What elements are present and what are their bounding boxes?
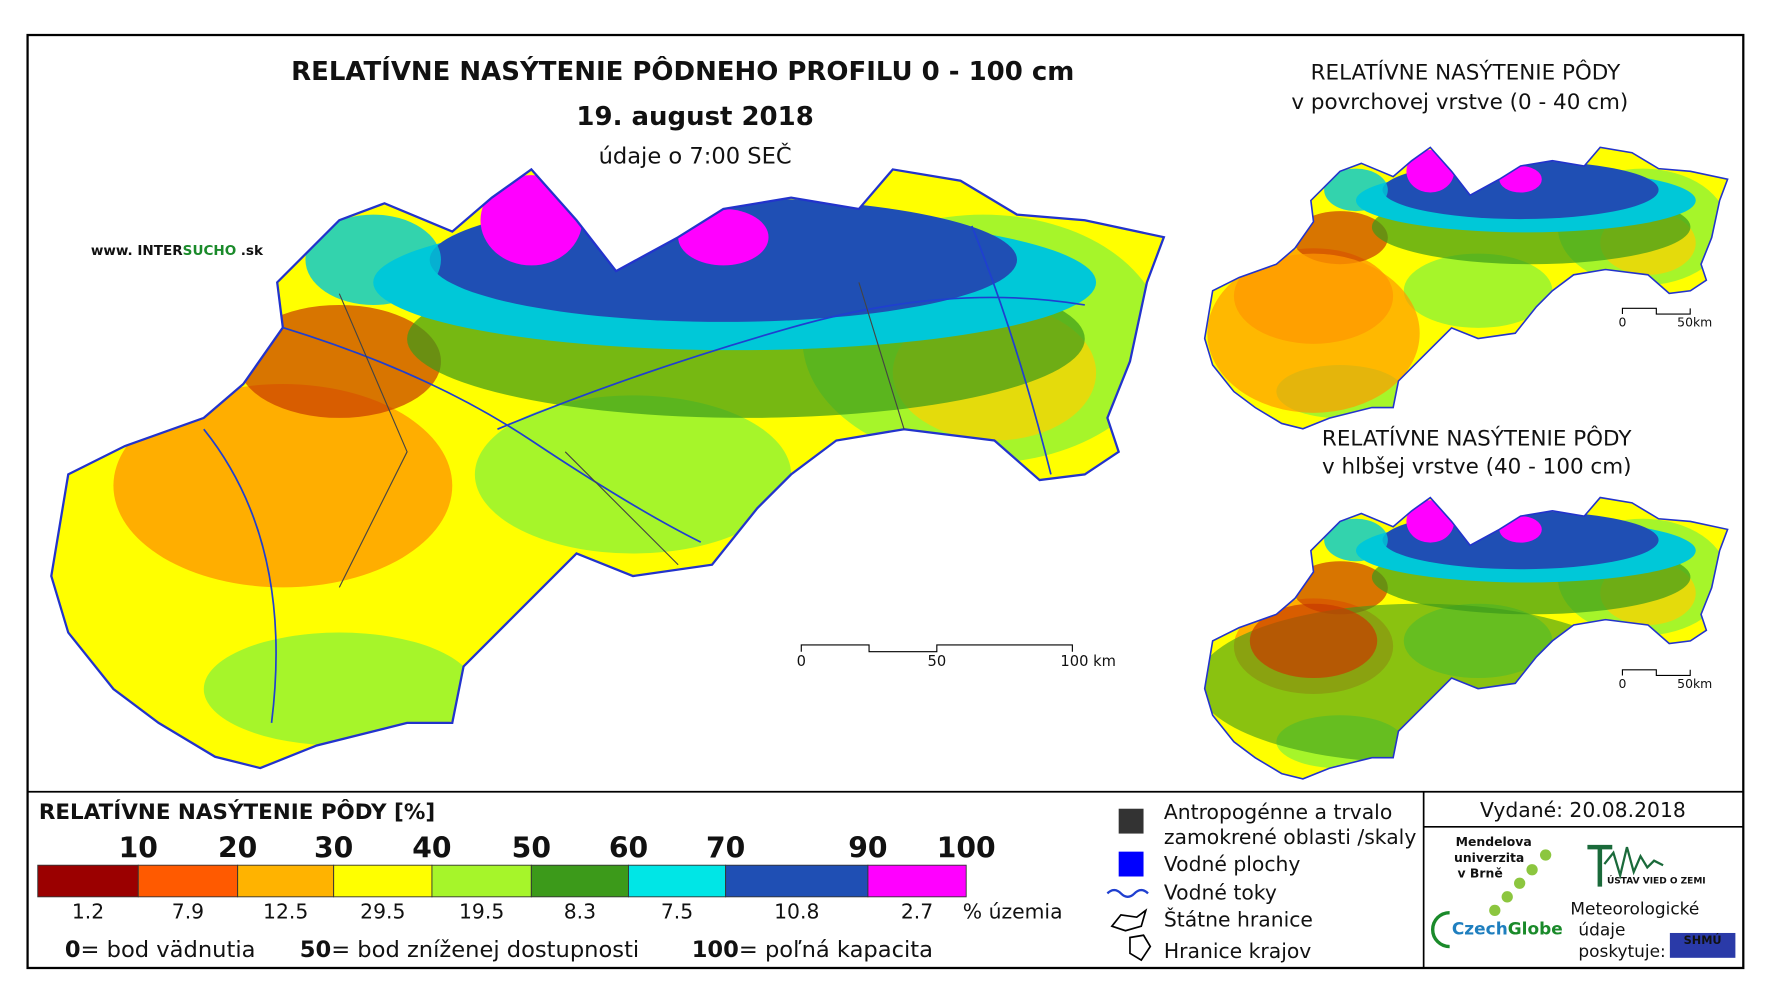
logo-text: Czech [1452,919,1508,939]
time-note: údaje o 7:00 SEČ [599,142,792,170]
logo-arc [1430,910,1450,949]
legend-swatch [37,864,139,898]
note-label: = bod zníženej dostupnosti [331,936,639,962]
inset-scale-bar [1621,307,1691,315]
website-suffix: .sk [241,243,264,259]
legend-swatch [137,864,239,898]
logo-uvz [1587,844,1613,887]
logo-text: v Brně [1458,866,1503,881]
symbol-label: Vodné plochy [1164,852,1301,876]
scale-label: 100 km [1060,653,1115,670]
inset-map [1203,146,1729,430]
website-prefix: www. INTER [91,243,183,259]
legend-title: RELATÍVNE NASÝTENIE PÔDY [%] [39,799,435,825]
scale-label: 50km [1677,315,1712,330]
threshold-label: 20 [218,831,257,864]
class-share: 1.2 [72,900,104,924]
threshold-label: 40 [412,831,451,864]
inset-title: RELATÍVNE NASÝTENIE PÔDY [1311,59,1621,85]
legend-swatch [628,864,727,898]
legend-swatch [237,864,335,898]
logo-dots [1489,849,1552,917]
date: 19. august 2018 [576,102,813,132]
logo-text: ÚSTAV VIED O ZEMI [1607,875,1706,887]
symbol-label: Vodné toky [1164,880,1277,904]
logo-seismo [1603,846,1664,880]
class-share: 19.5 [459,900,504,924]
note-label: = bod vädnutia [81,936,256,962]
class-share: 2.7 [901,900,933,924]
legend-swatch [867,864,967,898]
main-map [50,168,1165,770]
class-share: 12.5 [263,900,308,924]
note: 100= poľná kapacita [692,936,933,962]
share-unit: % územia [963,900,1063,924]
title: RELATÍVNE NASÝTENIE PÔDNEHO PROFILU 0 - … [291,55,1074,87]
logo-text: údaje [1578,920,1625,940]
symbol-state-border [1110,908,1148,932]
threshold-label: 70 [706,831,745,864]
legend-swatch [431,864,532,898]
legend-swatch [725,864,869,898]
inset-title: RELATÍVNE NASÝTENIE PÔDY [1322,425,1632,451]
symbol-region-border [1129,934,1152,962]
inset-title: v hlbšej vrstve (40 - 100 cm) [1322,455,1632,480]
symbol-river [1106,888,1149,898]
note: 50= bod zníženej dostupnosti [300,936,639,962]
note-value: 50 [300,936,331,962]
class-share: 7.9 [172,900,204,924]
logo-text: Meteorologické [1570,898,1699,918]
legend-swatch [530,864,629,898]
threshold-label: 30 [314,831,353,864]
symbol-anthropogenic [1118,808,1144,834]
scale-label: 50 [927,653,946,670]
note-label: = poľná kapacita [739,936,933,962]
class-share: 10.8 [774,900,819,924]
website-highlight: SUCHO [183,243,237,259]
class-share: 29.5 [360,900,405,924]
legend-swatch [333,864,433,898]
scale-bar [800,644,1073,653]
logo-text: SHMÚ [1684,934,1722,947]
threshold-label: 50 [512,831,551,864]
note: 0= bod vädnutia [65,936,256,962]
logo-text: univerzita [1454,850,1524,865]
threshold-label: 60 [609,831,648,864]
logo-shmu [1669,932,1736,958]
symbol-label: Hranice krajov [1164,939,1311,963]
symbol-water [1118,851,1144,877]
threshold-label: 100 [937,831,996,864]
scale-label: 0 [1618,315,1626,330]
inset-title: v povrchovej vrstve (0 - 40 cm) [1291,90,1628,115]
logo-text: Globe [1508,919,1563,939]
scale-label: 0 [797,653,806,670]
note-value: 100 [692,936,739,962]
logo-text: poskytuje: [1578,941,1665,961]
note-value: 0 [65,936,81,962]
legend: 1.2 7.9 12.5 29.5 19.5 8.3 7.5 10.8 2.7 10 20 30 40 5… [37,831,996,924]
logo-text: Mendelova [1456,834,1532,849]
symbol-label: zamokrené oblasti /skaly [1164,825,1417,849]
logo-czechglobe: CzechGlobe [1452,919,1563,939]
issued: Vydané: 20.08.2018 [1480,798,1686,822]
scale-label: 0 [1618,676,1626,691]
inset-scale-bar [1621,669,1691,677]
class-share: 7.5 [661,900,693,924]
threshold-label: 10 [119,831,158,864]
class-share: 8.3 [564,900,596,924]
website: www. INTERSUCHO .sk [91,243,264,259]
symbol-label: Štátne hranice [1164,907,1313,932]
symbol-label: Antropogénne a trvalo [1164,800,1392,824]
scale-label: 50km [1677,676,1712,691]
threshold-label: 90 [848,831,887,864]
